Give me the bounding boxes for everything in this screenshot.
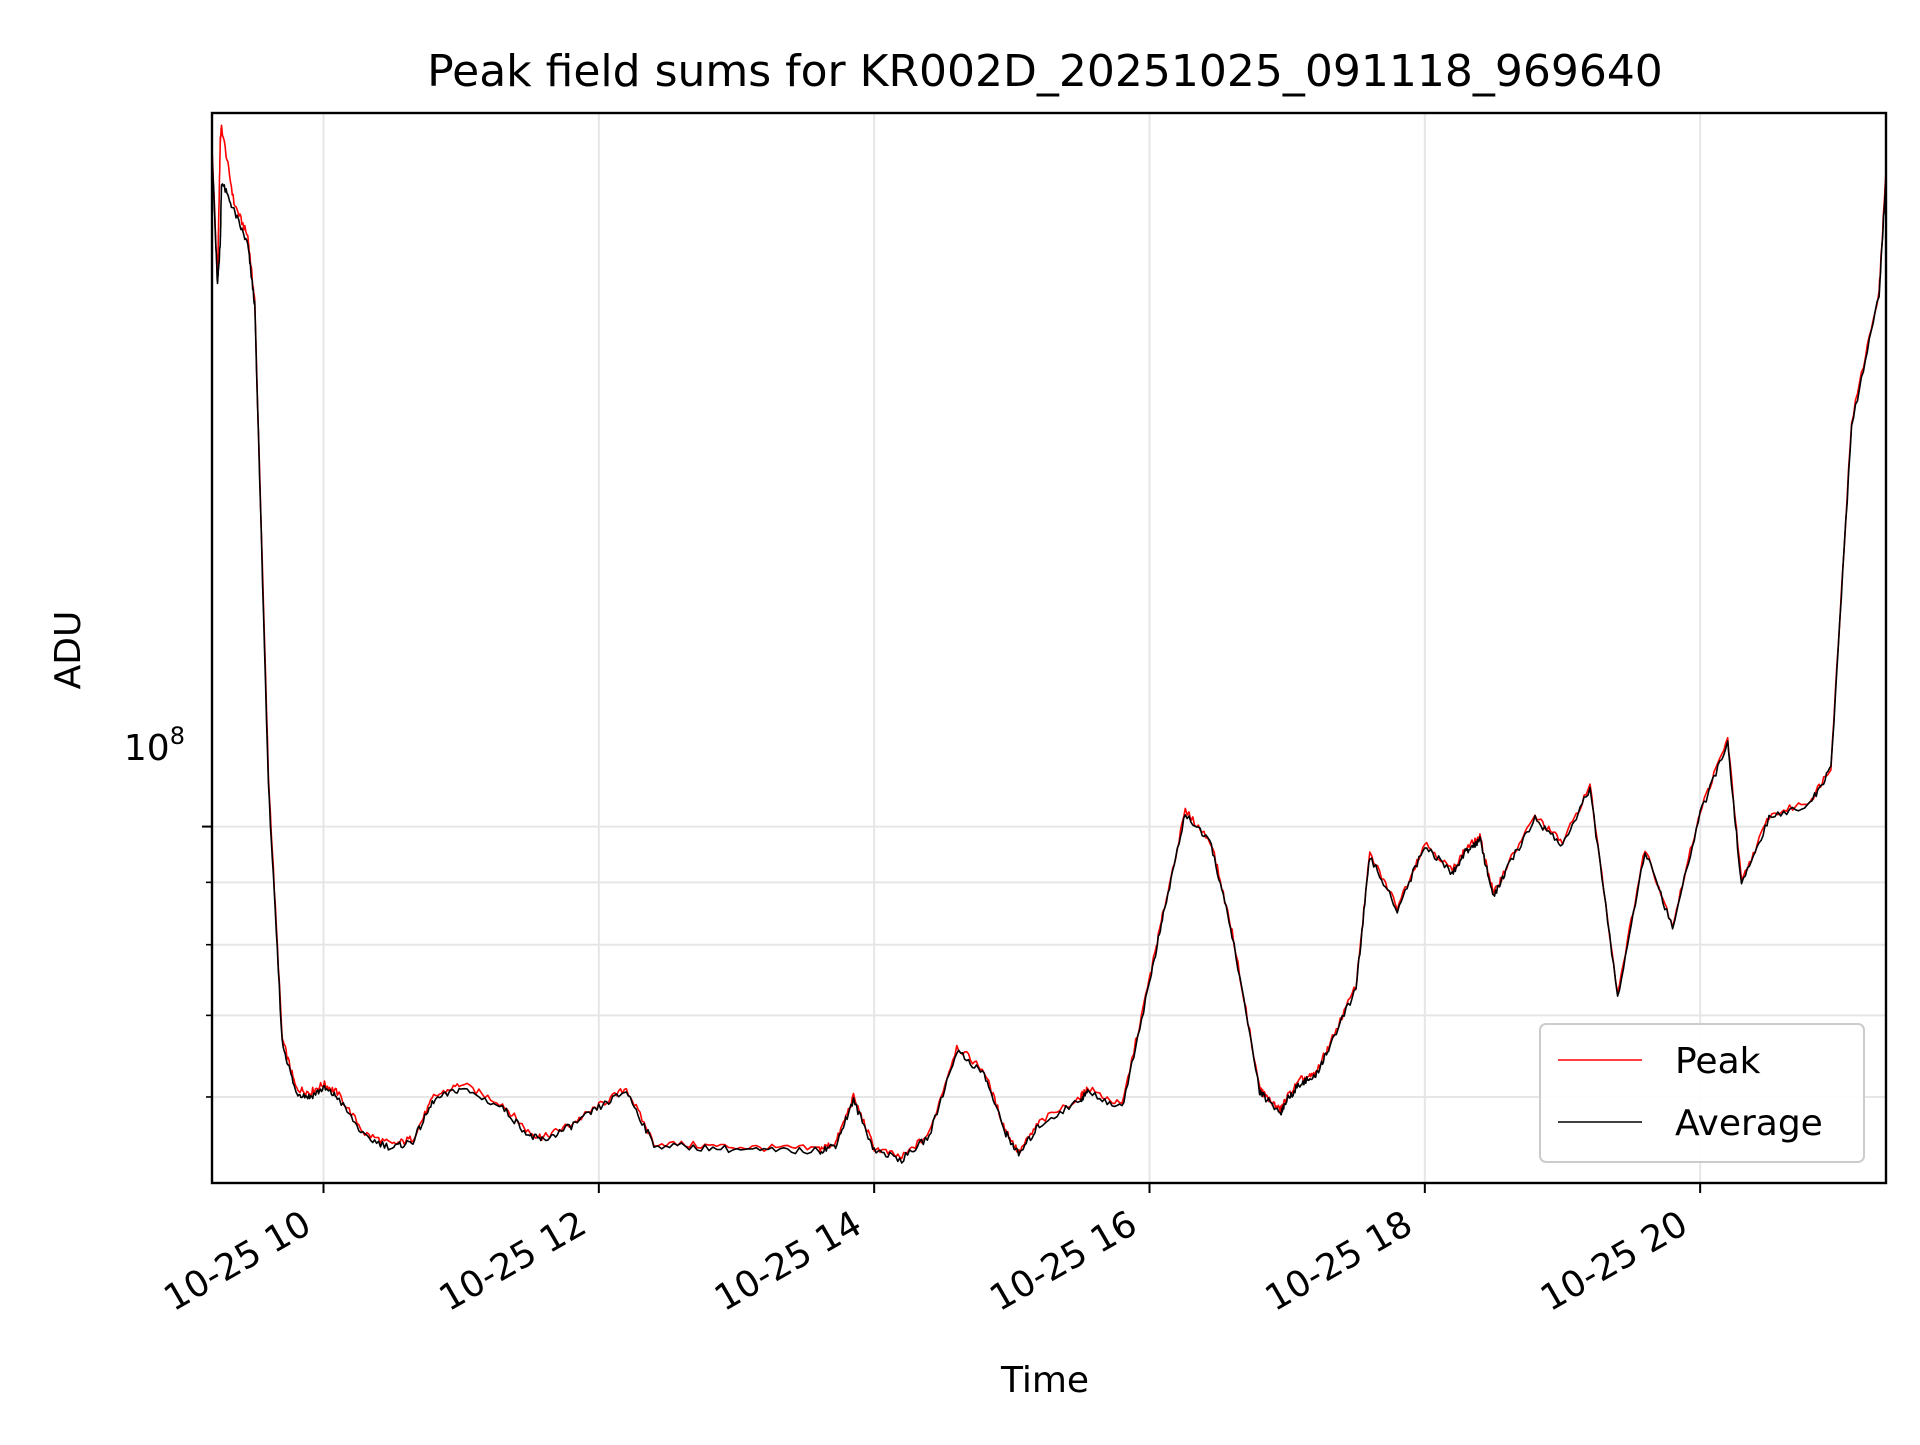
series-line-average xyxy=(212,154,1886,1164)
grid xyxy=(212,113,1886,1183)
y-tick-label-1e8: 108 xyxy=(124,722,185,769)
x-axis-label: Time xyxy=(1000,1360,1089,1401)
legend-label-average: Average xyxy=(1675,1103,1823,1144)
x-tick-label: 10-25 18 xyxy=(1259,1203,1420,1319)
x-tick-label: 10-25 10 xyxy=(157,1203,318,1319)
series-group xyxy=(212,124,1886,1164)
legend: Peak Average xyxy=(1539,1023,1865,1163)
x-tick-label: 10-25 20 xyxy=(1534,1203,1695,1319)
series-line-peak xyxy=(212,124,1886,1160)
x-tick-label: 10-25 14 xyxy=(708,1203,869,1319)
plot-frame xyxy=(210,111,1888,1185)
x-tick-label: 10-25 12 xyxy=(433,1203,594,1319)
chart-title: Peak field sums for KR002D_20251025_0911… xyxy=(427,46,1663,97)
y-axis: 108 xyxy=(124,722,212,1098)
y-axis-label: ADU xyxy=(48,611,89,690)
legend-label-peak: Peak xyxy=(1675,1041,1761,1082)
legend-box xyxy=(1539,1023,1865,1163)
y-tick-base: 10 xyxy=(124,728,170,769)
y-tick-exponent: 8 xyxy=(170,722,185,750)
x-axis: 10-25 10 10-25 12 10-25 14 10-25 16 10-25 18… xyxy=(157,1183,1702,1320)
x-tick-label: 10-25 16 xyxy=(983,1203,1144,1319)
